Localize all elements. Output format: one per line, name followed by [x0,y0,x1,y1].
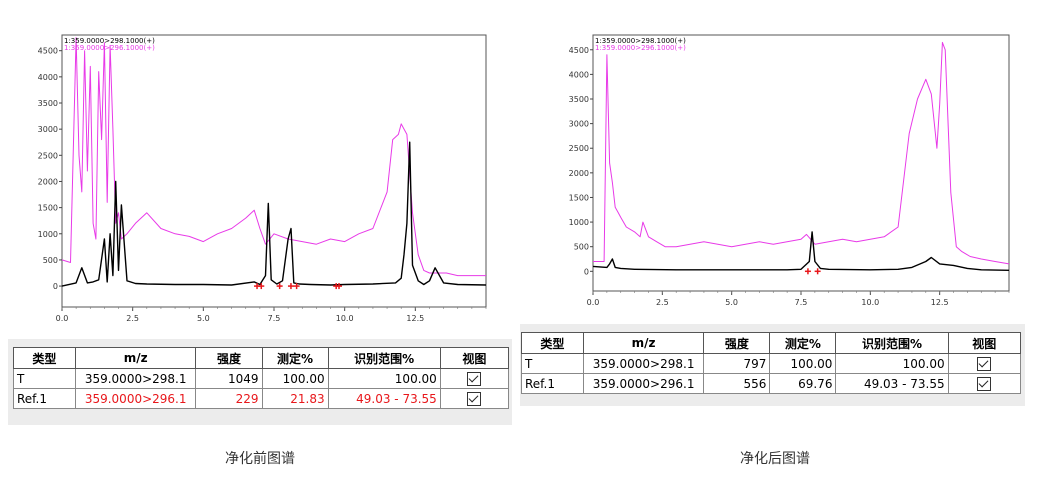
y-tick-label: 1500 [569,193,589,202]
y-tick-label: 500 [574,243,589,252]
header-type: 类型 [13,347,76,369]
y-tick-label: 2000 [38,177,58,186]
series-line-296 [61,37,486,277]
header-measured: 测定% [769,332,837,354]
series-line-298 [592,231,1010,271]
cell-mz: 359.0000>296.1 [74,388,197,409]
cell-type: T [521,353,584,374]
table-row[interactable]: Ref.1 359.0000>296.1 556 69.76 49.03 - 7… [521,373,1022,394]
legend-series-298: 1:359.0000>298.1000(+) [64,37,155,45]
view-checkbox[interactable] [977,356,992,371]
x-tick-label: 0.0 [56,314,69,323]
cell-measured: 100.00 [769,353,837,374]
header-mz: m/z [74,347,197,369]
cell-view[interactable] [947,373,1022,394]
y-tick-label: 2500 [38,151,58,160]
cell-measured: 100.00 [261,368,329,389]
results-table-after: 类型 m/z 强度 测定% 识别范围% 视图 T 359.0000>298.1 … [521,332,1022,394]
caption-before: 净化前图谱 [225,451,295,467]
x-tick-label: 0.0 [587,298,600,307]
cell-intensity: 797 [703,353,771,374]
cell-measured: 21.83 [261,388,329,409]
results-table-before: 类型 m/z 强度 测定% 识别范围% 视图 T 359.0000>298.1 … [13,347,510,409]
cell-type: Ref.1 [521,373,584,394]
y-tick-label: 2000 [569,169,589,178]
legend-series-296: 1:359.0000>296.1000(+) [64,44,155,52]
cell-type: Ref.1 [13,388,76,409]
header-mz: m/z [582,332,705,354]
after-panel: 0 500 1000 1500 2000 2500 3000 3500 4000 4500 0.0 2… [520,0,1055,479]
view-checkbox[interactable] [977,376,992,391]
header-range: 识别范围% [835,332,949,354]
y-tick-label: 4500 [569,46,589,55]
x-tick-label: 2.5 [126,314,139,323]
y-tick-label: 3000 [569,120,589,129]
x-tick-label: 12.5 [931,298,949,307]
y-tick-label: 3500 [569,95,589,104]
cell-range: 49.03 - 73.55 [327,388,441,409]
cell-intensity: 556 [703,373,771,394]
cell-mz: 359.0000>296.1 [582,373,705,394]
header-view: 视图 [439,347,510,369]
caption-after: 净化后图谱 [740,451,810,467]
y-tick-label: 4500 [38,47,58,56]
cell-type: T [13,368,76,389]
legend-series-296: 1:359.0000>296.1000(+) [595,44,686,52]
y-tick-label: 3000 [38,125,58,134]
cell-intensity: 229 [195,388,263,409]
series-line-296 [593,41,1010,265]
y-tick-label: 500 [43,256,58,265]
table-row[interactable]: T 359.0000>298.1 797 100.00 100.00 [521,353,1022,374]
table-row[interactable]: T 359.0000>298.1 1049 100.00 100.00 [13,368,510,389]
cell-view[interactable] [439,368,510,389]
header-range: 识别范围% [327,347,441,369]
cell-measured: 69.76 [769,373,837,394]
cell-mz: 359.0000>298.1 [582,353,705,374]
x-tick-label: 2.5 [656,298,669,307]
x-tick-label: 10.0 [861,298,879,307]
before-panel: 0 500 1000 1500 2000 2500 3000 3500 4000 4500 0.0 2… [0,0,520,479]
cell-range: 100.00 [327,368,441,389]
y-tick-label: 1000 [569,218,589,227]
chart-before-purification: 0 500 1000 1500 2000 2500 3000 3500 4000 4500 0.0 2… [38,34,487,323]
y-tick-label: 1000 [38,230,58,239]
x-tick-label: 12.5 [406,314,424,323]
x-tick-label: 5.0 [725,298,738,307]
chart-after-purification: 0 500 1000 1500 2000 2500 3000 3500 4000 4500 0.0 2… [569,34,1010,307]
y-tick-label: 1500 [38,204,58,213]
series-line-298 [61,141,487,287]
header-intensity: 强度 [195,347,263,369]
header-type: 类型 [521,332,584,354]
x-tick-label: 5.0 [197,314,210,323]
x-tick-label: 7.5 [795,298,808,307]
header-measured: 测定% [261,347,329,369]
header-view: 视图 [947,332,1022,354]
cell-intensity: 1049 [195,368,263,389]
y-tick-label: 0 [584,267,589,276]
cell-view[interactable] [947,353,1022,374]
legend-series-298: 1:359.0000>298.1000(+) [595,37,686,45]
cell-range: 100.00 [835,353,949,374]
y-tick-label: 4000 [569,70,589,79]
header-intensity: 强度 [703,332,771,354]
cell-view[interactable] [439,388,510,409]
x-tick-label: 7.5 [268,314,281,323]
view-checkbox[interactable] [467,391,482,406]
table-row[interactable]: Ref.1 359.0000>296.1 229 21.83 49.03 - 7… [13,388,510,409]
cell-range: 49.03 - 73.55 [835,373,949,394]
y-tick-label: 4000 [38,73,58,82]
y-tick-label: 2500 [569,144,589,153]
y-tick-label: 0 [53,282,58,291]
y-tick-label: 3500 [38,99,58,108]
cell-mz: 359.0000>298.1 [74,368,197,389]
x-tick-label: 10.0 [336,314,354,323]
view-checkbox[interactable] [467,371,482,386]
